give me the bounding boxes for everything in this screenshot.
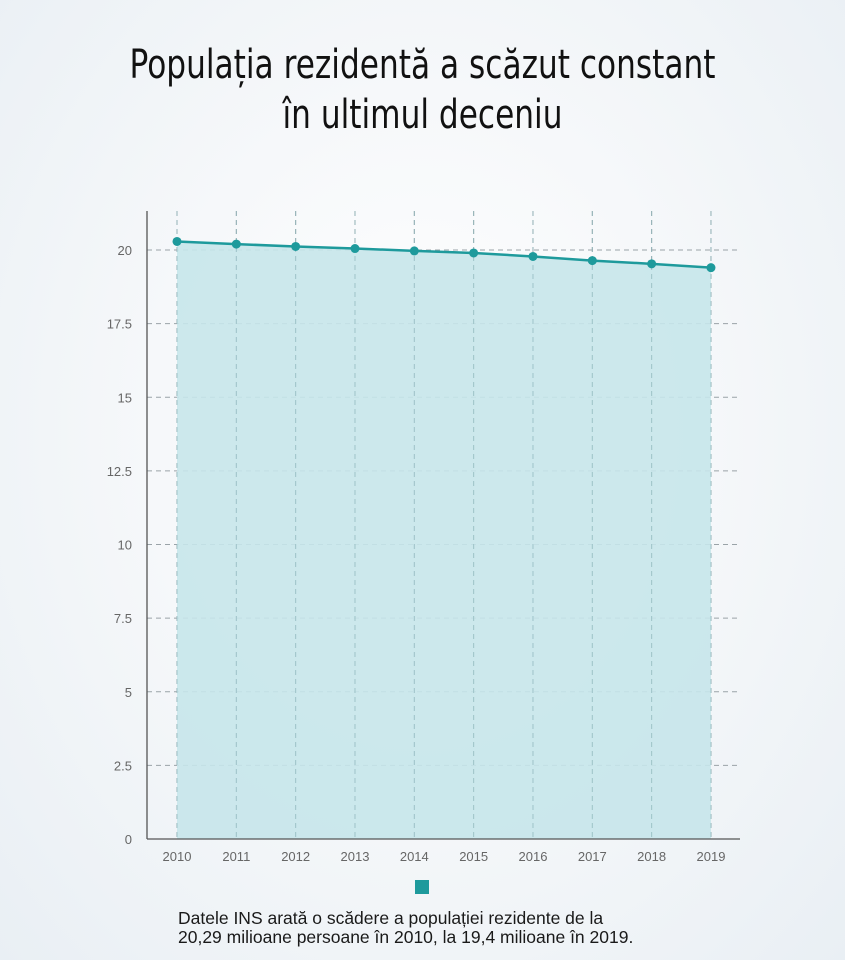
y-axis-tick-labels: 0 2.5 5 7.5 10 12.5 15 17.5 20 [107, 243, 132, 847]
area-fill [177, 241, 711, 840]
x-tick-label: 2018 [637, 849, 666, 864]
y-tick-label: 17.5 [107, 317, 132, 332]
y-tick-label: 20 [118, 243, 132, 258]
data-point-2014 [409, 246, 419, 256]
caption: Datele INS arată o scădere a populației … [178, 909, 738, 947]
x-tick-label: 2015 [459, 849, 488, 864]
data-point-2012 [291, 241, 301, 251]
x-tick-label: 2014 [400, 849, 429, 864]
data-points [172, 236, 716, 273]
legend-swatch [415, 880, 429, 894]
data-point-2015 [469, 248, 479, 258]
data-point-2011 [231, 239, 241, 249]
y-tick-label: 7.5 [114, 611, 132, 626]
y-tick-label: 0 [125, 832, 132, 847]
caption-line-1: Datele INS arată o scădere a populației … [178, 908, 604, 928]
x-tick-label: 2019 [697, 849, 726, 864]
y-tick-label: 15 [118, 390, 132, 405]
chart-title-line-1: Populația rezidentă a scăzut constant [129, 42, 716, 88]
caption-line-2: 20,29 milioane persoane în 2010, la 19,4… [178, 927, 634, 947]
data-line [176, 240, 712, 269]
x-tick-label: 2010 [163, 849, 192, 864]
data-point-2019 [706, 263, 716, 273]
x-tick-label: 2013 [341, 849, 370, 864]
data-point-2013 [350, 244, 360, 254]
data-point-2016 [528, 251, 538, 261]
data-point-2010 [172, 236, 182, 246]
y-tick-label: 5 [125, 685, 132, 700]
chart-title-line-2: în ultimul deceniu [282, 92, 563, 138]
y-tick-label: 12.5 [107, 464, 132, 479]
data-point-2018 [647, 259, 657, 269]
chart-title: Populația rezidentă a scăzut constant în… [93, 40, 752, 140]
x-tick-label: 2017 [578, 849, 607, 864]
x-tick-label: 2016 [519, 849, 548, 864]
data-point-2017 [587, 256, 597, 266]
x-tick-label: 2012 [281, 849, 310, 864]
vertical-gridlines-overlay [176, 211, 712, 839]
x-tick-label: 2011 [222, 849, 250, 864]
y-tick-label: 10 [118, 538, 132, 553]
x-axis-tick-labels: 2010 2011 2012 2013 2014 2015 2016 2017 2018 2019 [163, 849, 726, 864]
y-tick-label: 2.5 [114, 758, 132, 773]
